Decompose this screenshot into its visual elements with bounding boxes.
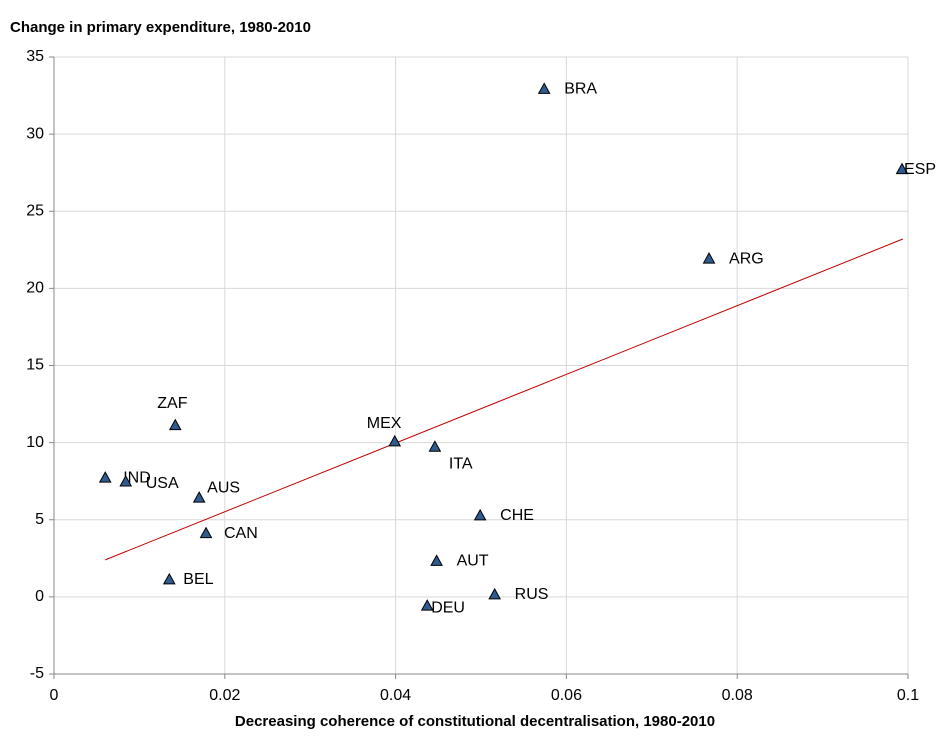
- point-label: DEU: [431, 599, 465, 616]
- x-tick-label: 0.02: [209, 687, 240, 704]
- point-label: ESP: [904, 161, 936, 178]
- point-label: MEX: [367, 415, 402, 432]
- point-label: USA: [146, 475, 179, 492]
- y-tick-label: 20: [26, 280, 44, 297]
- marker: [537, 82, 551, 94]
- y-tick-label: 0: [35, 588, 44, 605]
- marker: [199, 526, 213, 539]
- marker: [98, 471, 112, 483]
- point-label: ITA: [449, 455, 473, 472]
- x-tick-label: 0.1: [897, 687, 919, 704]
- marker: [488, 587, 502, 600]
- point-label: CAN: [224, 525, 258, 542]
- x-tick-label: 0.08: [722, 687, 753, 704]
- y-tick-label: 25: [26, 202, 44, 219]
- marker: [473, 508, 487, 521]
- x-tick-label: 0: [50, 687, 59, 704]
- y-tick-label: 35: [26, 48, 44, 65]
- marker: [430, 554, 443, 566]
- marker: [168, 418, 182, 431]
- marker: [428, 440, 442, 452]
- y-tick-label: 15: [26, 357, 44, 374]
- point-label: RUS: [515, 586, 549, 603]
- marker: [895, 162, 909, 175]
- trendline: [105, 238, 904, 561]
- point-label: ARG: [729, 250, 764, 267]
- y-tick-label: 30: [26, 125, 44, 142]
- x-tick-label: 0.04: [380, 687, 411, 704]
- marker: [162, 572, 176, 585]
- y-tick-label: -5: [30, 665, 44, 682]
- marker: [388, 434, 402, 447]
- marker: [119, 474, 133, 487]
- point-label: AUT: [457, 553, 489, 570]
- x-axis-title: Decreasing coherence of constitutional d…: [235, 713, 715, 730]
- point-label: BEL: [183, 571, 213, 588]
- marker: [702, 252, 716, 264]
- point-label: BRA: [564, 81, 597, 98]
- y-axis-title: Change in primary expenditure, 1980-2010: [10, 19, 311, 36]
- point-label: CHE: [500, 507, 534, 524]
- y-tick-label: 10: [26, 434, 44, 451]
- point-label: IND: [123, 469, 151, 486]
- marker: [420, 599, 434, 611]
- x-tick-label: 0.06: [551, 687, 582, 704]
- point-label: ZAF: [157, 395, 187, 412]
- marker: [192, 491, 206, 503]
- point-label: AUS: [207, 479, 240, 496]
- y-tick-label: 5: [35, 511, 44, 528]
